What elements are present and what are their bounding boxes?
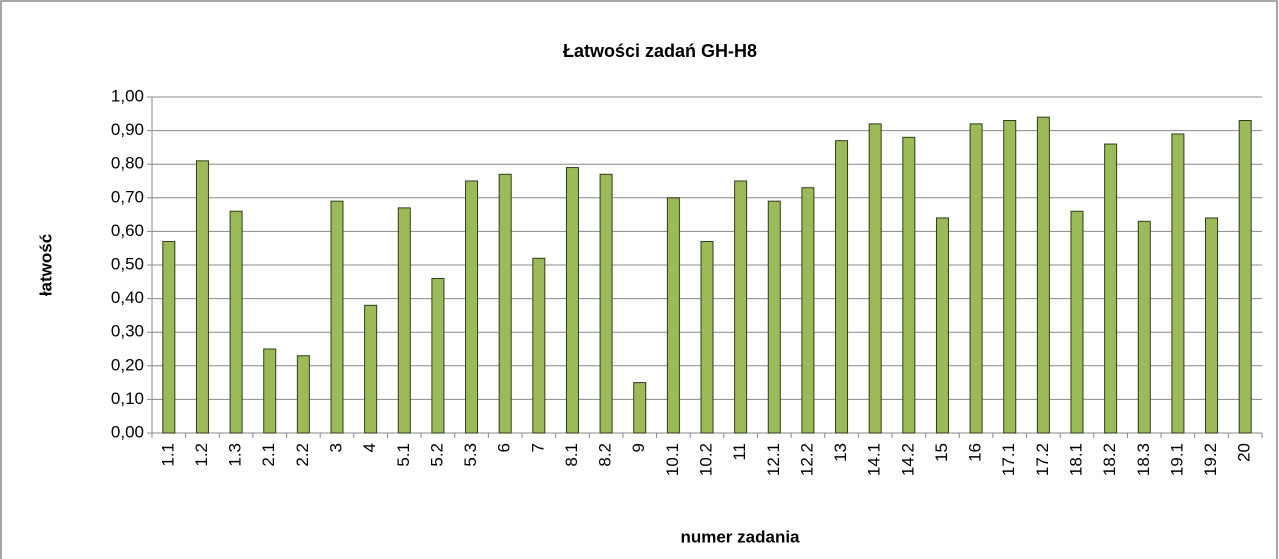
bar xyxy=(1238,120,1252,434)
bar xyxy=(969,123,983,434)
x-tick-label: 17.2 xyxy=(1033,443,1052,476)
bar xyxy=(734,180,748,434)
bar xyxy=(1171,133,1185,434)
bar xyxy=(599,173,613,434)
y-tick-label: 0,60 xyxy=(111,221,144,240)
y-tick-label: 0,30 xyxy=(111,322,144,341)
x-tick-label: 19.2 xyxy=(1201,443,1220,476)
x-tick-label: 5.3 xyxy=(461,443,480,467)
y-tick-label: 0,90 xyxy=(111,120,144,139)
bar xyxy=(767,200,781,434)
x-tick-label: 11 xyxy=(730,443,749,461)
x-tick-label: 18.3 xyxy=(1134,443,1153,476)
x-tick-label: 5.2 xyxy=(427,443,446,467)
bar xyxy=(296,355,310,434)
bar xyxy=(565,167,579,434)
x-tick-label: 12.2 xyxy=(797,443,816,476)
bar xyxy=(1137,220,1151,434)
y-tick-label: 0,40 xyxy=(111,288,144,307)
x-tick-label: 6 xyxy=(495,443,514,452)
bar xyxy=(162,240,176,434)
x-tick-label: 1.1 xyxy=(158,443,177,467)
x-tick-label: 9 xyxy=(629,443,648,452)
x-tick-label: 1.3 xyxy=(226,443,245,467)
bar xyxy=(633,382,647,434)
bar xyxy=(666,197,680,434)
x-axis-label: numer zadania xyxy=(680,527,800,546)
x-tick-label: 14.1 xyxy=(865,443,884,476)
x-tick-label: 10.1 xyxy=(663,443,682,476)
x-tick-label: 1.2 xyxy=(192,443,211,467)
bar xyxy=(801,187,815,434)
bar xyxy=(700,240,714,434)
x-tick-label: 2.1 xyxy=(259,443,278,467)
x-tick-label: 10.2 xyxy=(696,443,715,476)
x-tick-label: 3 xyxy=(326,443,345,452)
x-tick-label: 13 xyxy=(831,443,850,462)
y-axis-label: łatwość xyxy=(36,234,55,296)
x-tick-label: 18.2 xyxy=(1100,443,1119,476)
x-tick-label: 14.2 xyxy=(898,443,917,476)
bar xyxy=(263,348,277,434)
x-tick-label: 17.1 xyxy=(999,443,1018,476)
y-tick-label: 0,00 xyxy=(111,422,144,441)
bar xyxy=(364,304,378,434)
x-tick-label: 20 xyxy=(1235,443,1254,462)
chart-title: Łatwości zadań GH-H8 xyxy=(563,41,757,61)
bar xyxy=(935,217,949,434)
bar xyxy=(1070,210,1084,434)
bar xyxy=(330,200,344,434)
x-tick-label: 15 xyxy=(932,443,951,462)
bar xyxy=(868,123,882,434)
bar xyxy=(835,140,849,434)
x-tick-label: 12.1 xyxy=(764,443,783,476)
bar xyxy=(1003,120,1017,434)
y-tick-label: 0,20 xyxy=(111,355,144,374)
x-tick-label: 8.2 xyxy=(596,443,615,467)
y-tick-label: 0,50 xyxy=(111,254,144,273)
bar xyxy=(1036,116,1050,434)
y-tick-label: 0,10 xyxy=(111,389,144,408)
x-tick-label: 16 xyxy=(966,443,985,462)
x-tick-label: 4 xyxy=(360,443,379,452)
y-tick-label: 0,70 xyxy=(111,187,144,206)
x-tick-label: 2.2 xyxy=(293,443,312,467)
y-tick-label: 1,00 xyxy=(111,86,144,105)
x-tick-label: 5.1 xyxy=(394,443,413,467)
bar xyxy=(1205,217,1219,434)
bar xyxy=(1104,143,1118,434)
bar xyxy=(397,207,411,434)
bar xyxy=(532,257,546,434)
x-tick-label: 19.1 xyxy=(1167,443,1186,476)
bar xyxy=(902,136,916,434)
bar xyxy=(229,210,243,434)
y-tick-label: 0,80 xyxy=(111,154,144,173)
bar xyxy=(195,160,209,434)
x-tick-label: 18.1 xyxy=(1066,443,1085,476)
bar xyxy=(498,173,512,434)
x-tick-label: 8.1 xyxy=(562,443,581,467)
x-tick-label: 7 xyxy=(528,443,547,452)
bar xyxy=(431,277,445,434)
bar xyxy=(465,180,479,434)
